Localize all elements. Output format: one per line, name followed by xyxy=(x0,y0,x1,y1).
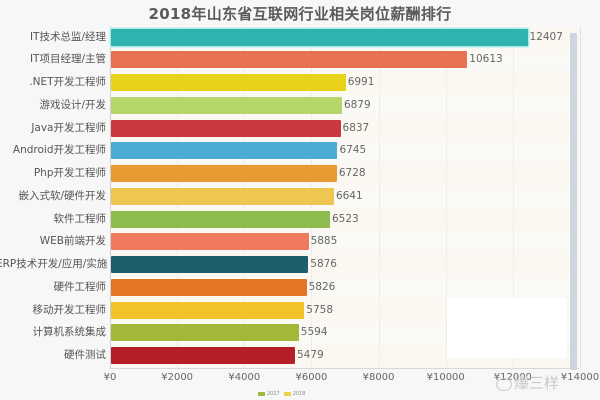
value-label: 6991 xyxy=(347,76,375,88)
category-label: Java开发工程师 xyxy=(31,121,106,134)
bar[interactable] xyxy=(111,96,342,114)
category-label: 计算机系统集成 xyxy=(32,326,107,339)
bar[interactable] xyxy=(111,278,307,296)
legend-swatch xyxy=(258,391,265,396)
bar[interactable] xyxy=(111,347,295,364)
bar[interactable] xyxy=(111,324,299,342)
gridline xyxy=(580,26,581,368)
x-tick-label: ¥12000 xyxy=(493,372,532,383)
bar[interactable] xyxy=(111,142,338,160)
value-label: 10613 xyxy=(469,53,503,66)
category-label: 硬件工程师 xyxy=(53,280,107,293)
category-label: WEB前端开发 xyxy=(39,235,106,248)
category-label: .NET开发工程师 xyxy=(29,76,106,88)
value-label: 5885 xyxy=(310,235,338,248)
category-label: Php开发工程师 xyxy=(33,167,106,179)
category-label: 游戏设计/开发 xyxy=(39,98,106,111)
bar[interactable] xyxy=(111,256,309,273)
value-label: 6641 xyxy=(335,189,363,202)
value-label: 6879 xyxy=(343,98,371,111)
y-axis-line xyxy=(110,26,111,368)
bar[interactable] xyxy=(111,74,346,91)
white-overlay xyxy=(447,298,567,358)
x-tick-label: ¥10000 xyxy=(426,372,465,383)
category-label: 嵌入式软/硬件开发 xyxy=(18,189,106,202)
bar[interactable] xyxy=(111,119,341,137)
legend: 2017 2018 xyxy=(258,391,305,397)
category-label: 移动开发工程师 xyxy=(32,303,107,316)
legend-label: 2018 xyxy=(292,391,306,397)
value-label: 5594 xyxy=(300,326,328,339)
x-tick-label: ¥4000 xyxy=(228,372,261,383)
value-label: 5479 xyxy=(296,349,324,361)
category-label: IT项目经理/主管 xyxy=(29,53,106,66)
category-label: IT技术总监/经理 xyxy=(29,30,106,43)
value-label: 6745 xyxy=(339,144,367,157)
value-label: 5876 xyxy=(310,258,337,270)
category-label: Android开发工程师 xyxy=(12,144,106,157)
x-tick-label: ¥6000 xyxy=(295,372,328,383)
legend-swatch xyxy=(283,391,291,396)
category-label: 硬件测试 xyxy=(64,349,106,361)
value-label: 5826 xyxy=(308,280,336,293)
legend-item-2018[interactable]: 2018 xyxy=(283,391,306,397)
x-tick-label: ¥14000 xyxy=(560,372,600,383)
x-tick-label: ¥0 xyxy=(103,372,117,383)
category-label: 软件工程师 xyxy=(53,212,107,225)
watermark: 爆三样 xyxy=(514,374,560,392)
x-axis-line xyxy=(110,368,580,369)
bar[interactable] xyxy=(111,301,305,319)
bar[interactable] xyxy=(111,28,528,46)
legend-label: 2017 xyxy=(267,391,280,397)
bar[interactable] xyxy=(111,187,334,205)
gridline xyxy=(445,26,447,368)
bar[interactable] xyxy=(111,51,468,69)
legend-item-2017[interactable]: 2017 xyxy=(258,391,280,397)
scrollbar[interactable] xyxy=(570,33,577,370)
wechat-icon xyxy=(496,378,512,391)
value-label: 6523 xyxy=(331,212,359,225)
value-label: 12407 xyxy=(529,30,563,43)
gridline xyxy=(378,26,380,368)
bar[interactable] xyxy=(111,233,309,251)
x-tick-label: ¥8000 xyxy=(362,372,395,383)
value-label: 6837 xyxy=(342,121,370,134)
gridline xyxy=(512,26,514,368)
value-label: 5758 xyxy=(306,303,334,316)
x-tick-label: ¥2000 xyxy=(161,372,194,383)
value-label: 6728 xyxy=(338,167,366,179)
bar[interactable] xyxy=(111,165,337,182)
bar[interactable] xyxy=(111,210,330,228)
category-label: ERP技术开发/应用/实施 xyxy=(0,258,108,270)
chart-title: 2018年山东省互联网行业相关岗位薪酬排行 xyxy=(148,5,452,23)
